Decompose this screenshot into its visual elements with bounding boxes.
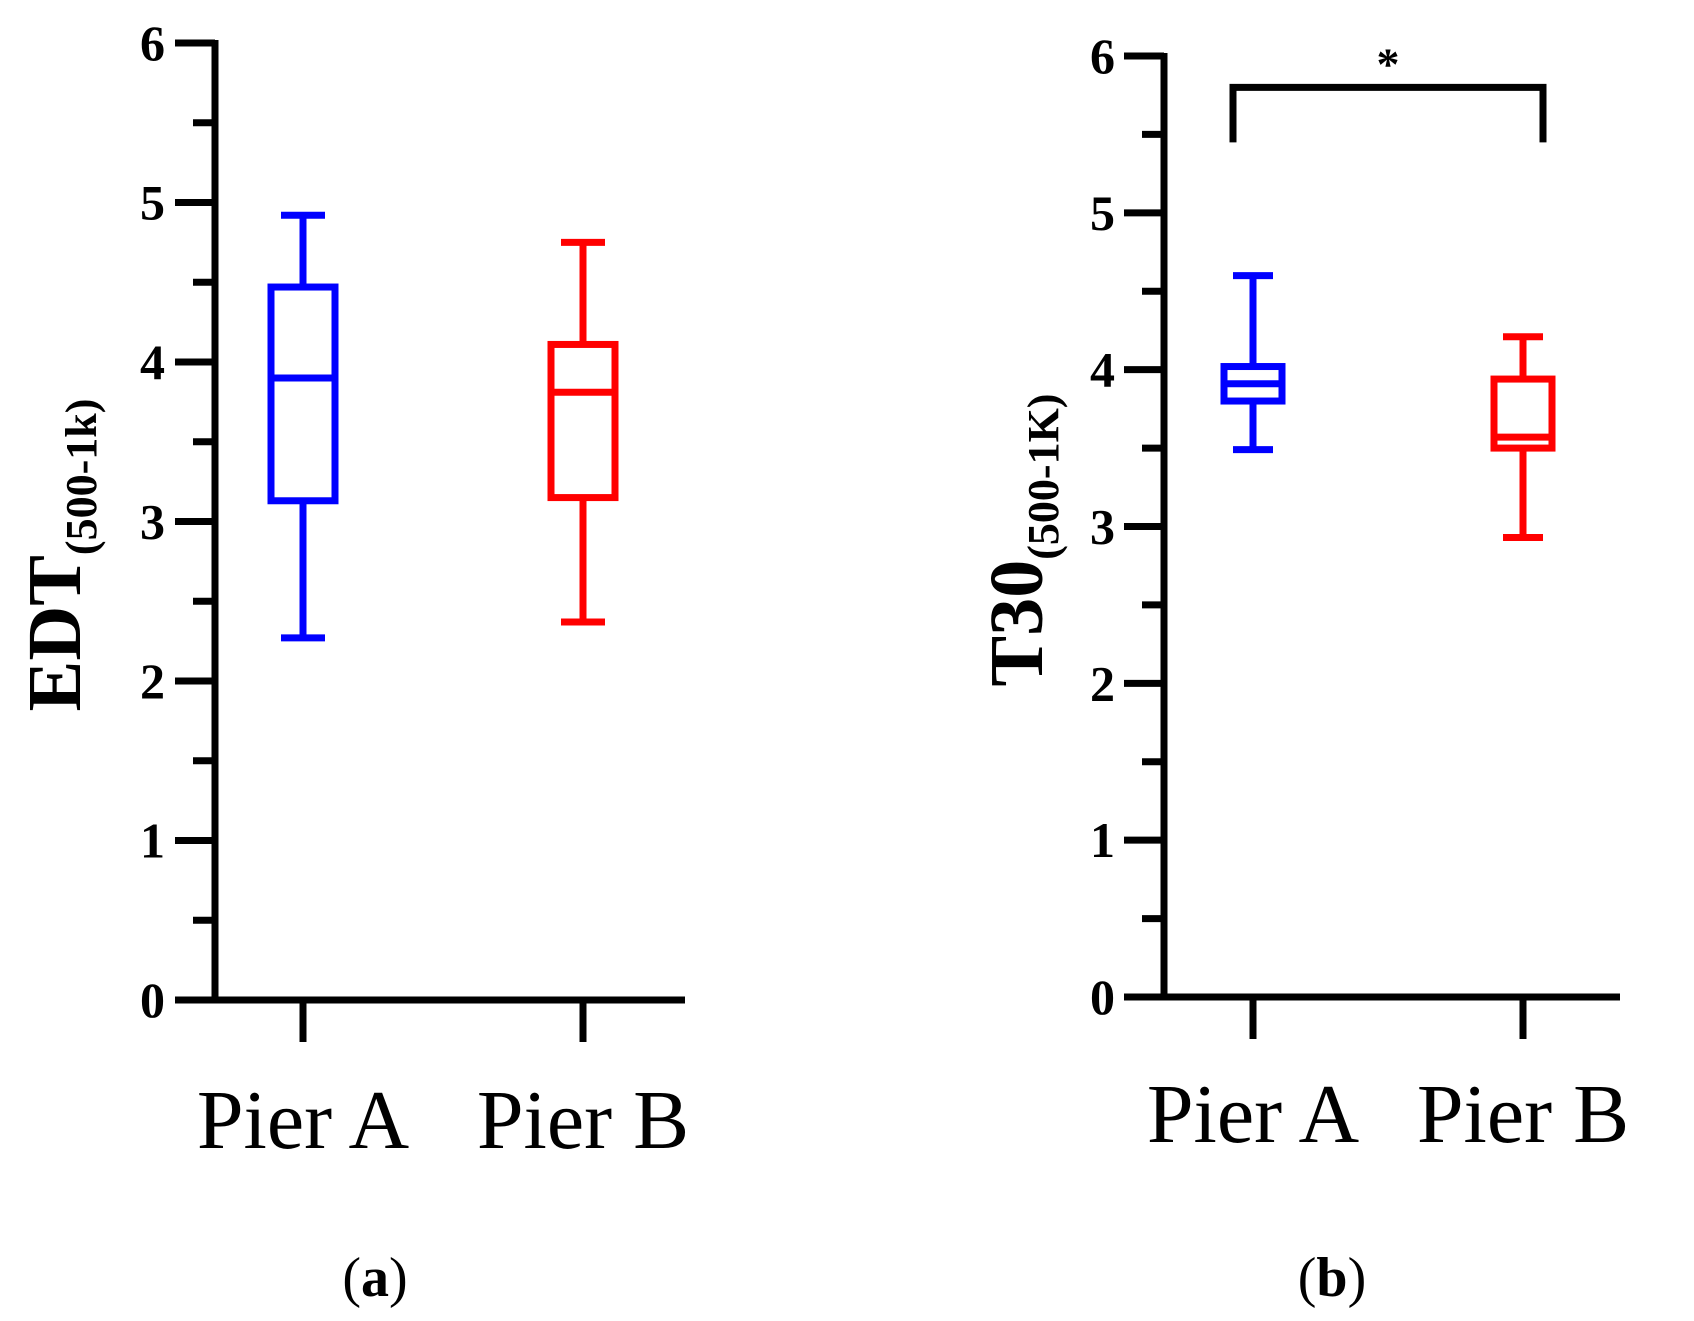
y-axis-label-subscript: (500-1k) xyxy=(57,399,106,555)
panel-label-letter: b xyxy=(1316,1247,1347,1309)
panel-b: 0 1 2 3 4 5 6 Pier A Pier B * T30(500-1K) (b) xyxy=(975,28,1629,1309)
panel-label-open: ( xyxy=(1298,1247,1317,1309)
y-tick-label: 0 xyxy=(140,972,165,1028)
y-tick-label: 4 xyxy=(1090,342,1115,398)
box-pier-b xyxy=(1490,333,1556,541)
y-axis-label: T30(500-1K) xyxy=(975,394,1068,687)
x-category-label: Pier A xyxy=(197,1074,410,1167)
iqr-box xyxy=(267,283,339,505)
panel-label-open: ( xyxy=(342,1247,361,1309)
box-pier-a xyxy=(1220,272,1286,454)
iqr-box xyxy=(1490,375,1556,452)
y-tick-label: 2 xyxy=(140,653,165,709)
box-pier-b xyxy=(547,238,619,626)
panel-label-close: ) xyxy=(1348,1247,1367,1309)
significance-star: * xyxy=(1377,38,1400,89)
y-tick-label: 2 xyxy=(1090,655,1115,711)
panel-a: 0 1 2 3 4 5 6 Pier A Pier B EDT(500-1k) (a) xyxy=(13,15,689,1309)
y-tick-label: 5 xyxy=(1090,185,1115,241)
y-tick-label: 1 xyxy=(140,813,165,869)
bracket-line xyxy=(1229,83,1547,143)
y-tick-label: 6 xyxy=(1090,28,1115,84)
panel-label-letter: a xyxy=(361,1247,389,1309)
panel-label: (a) xyxy=(342,1247,407,1309)
panel-label: (b) xyxy=(1298,1247,1366,1309)
y-tick-label: 4 xyxy=(140,334,165,390)
x-category-label: Pier B xyxy=(1417,1068,1629,1161)
panel-label-close: ) xyxy=(389,1247,408,1309)
y-tick-label: 0 xyxy=(1090,969,1115,1025)
iqr-box xyxy=(547,340,619,502)
y-axis-label-main: T30 xyxy=(975,560,1059,687)
y-tick-label: 1 xyxy=(1090,812,1115,868)
x-category-label: Pier B xyxy=(477,1074,689,1167)
y-axis-label-main: EDT xyxy=(13,555,97,711)
y-tick-label: 3 xyxy=(140,494,165,550)
significance-bracket: * xyxy=(1229,38,1547,143)
y-tick-label: 3 xyxy=(1090,499,1115,555)
y-axis-label-subscript: (500-1K) xyxy=(1019,394,1068,560)
y-tick-label: 6 xyxy=(140,15,165,71)
box-pier-a xyxy=(267,211,339,642)
y-tick-label: 5 xyxy=(140,175,165,231)
x-category-label: Pier A xyxy=(1147,1068,1360,1161)
y-axis-label: EDT(500-1k) xyxy=(13,399,106,712)
